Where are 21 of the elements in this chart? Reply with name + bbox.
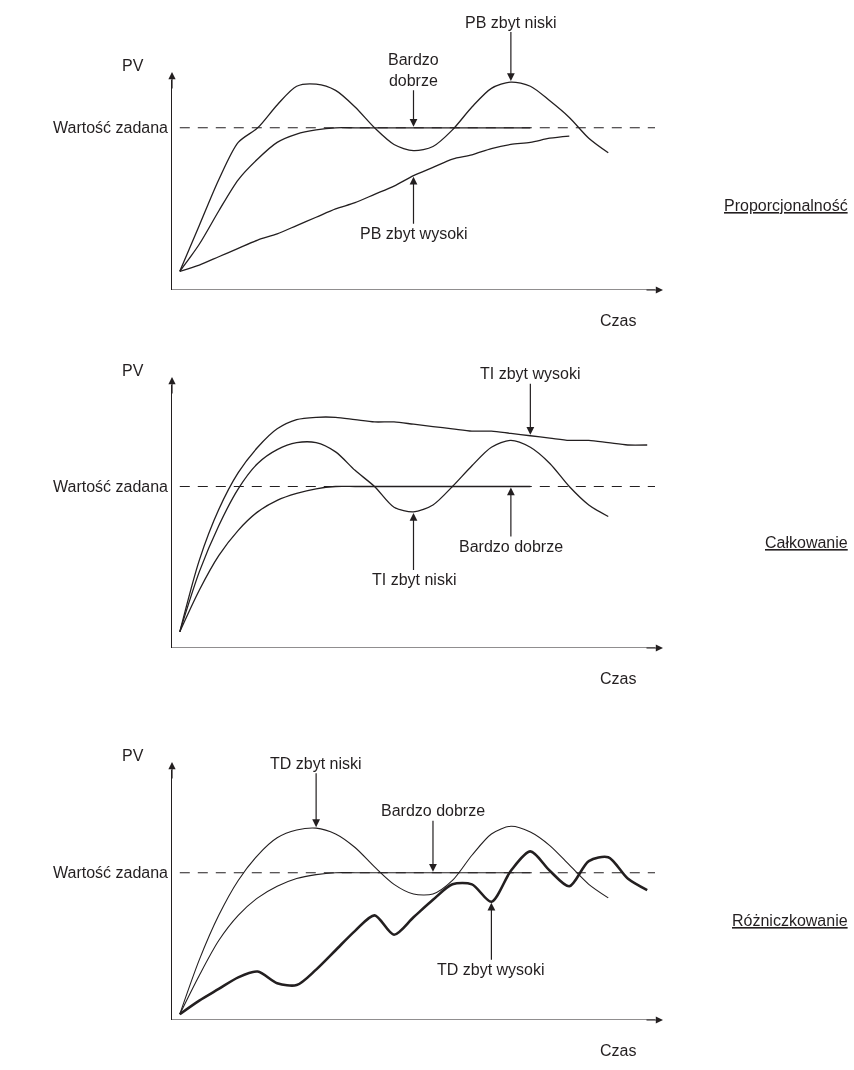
x-axis-title: Czas [600,1042,637,1059]
text: TD zbyt niski [270,755,362,772]
ref-line-label: Wartość zadana [53,864,169,881]
annotation: PB zbyt wysoki [360,225,468,242]
annotation: TI zbyt niski [372,571,457,588]
text: Całkowanie [765,534,848,551]
text: Różniczkowanie [732,912,848,929]
x-axis-title: Czas [600,312,637,329]
annotation: Bardzo dobrze [459,538,564,555]
x-axis-title: Czas [600,670,637,687]
y-axis-title: PV [122,747,144,764]
text: Bardzo dobrze [381,802,486,819]
text: TI zbyt wysoki [480,365,581,382]
text: Proporcjonalność [724,197,848,214]
text: PB zbyt niski [465,14,557,31]
annotation: Bardzo dobrze [388,51,439,89]
ref-line-label: Wartość zadana [53,119,169,136]
ref-line-label: Wartość zadana [53,478,169,495]
y-axis-title: PV [122,362,144,379]
annotation: TD zbyt wysoki [437,961,545,978]
y-axis-title: PV [122,57,144,74]
